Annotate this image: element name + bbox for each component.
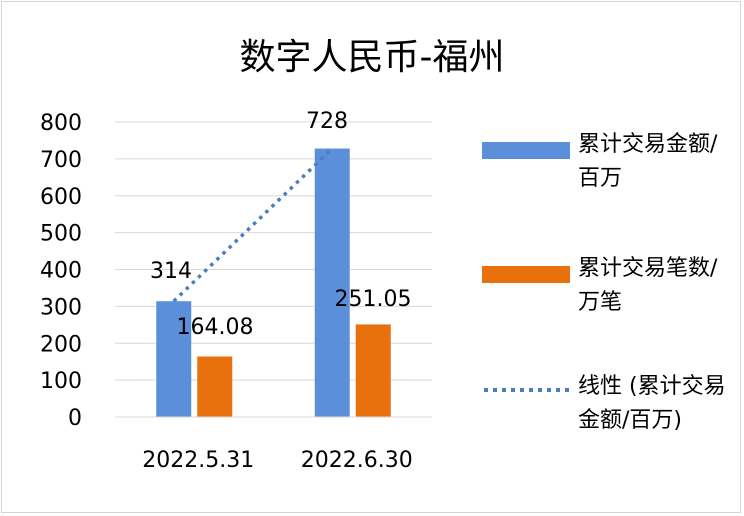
chart-title: 数字人民币-福州 (239, 37, 505, 78)
y-tick-label: 100 (40, 369, 82, 394)
legend-swatch-amount (482, 142, 570, 159)
bar (314, 148, 350, 418)
legend-label-trendline: 线性 (累计交易金额/百万) (578, 374, 726, 433)
legend-label-amount: 累计交易金额/百万 (578, 132, 718, 191)
y-tick-label: 700 (40, 148, 82, 173)
bar (355, 324, 391, 417)
y-tick-label: 600 (40, 185, 82, 210)
legend-swatch-count (482, 266, 570, 283)
legend-swatch-trendline (484, 388, 570, 392)
y-tick-label: 200 (40, 332, 82, 357)
data-label: 164.08 (177, 315, 254, 340)
bar (156, 301, 192, 417)
legend-label-count: 累计交易笔数/万笔 (578, 256, 718, 315)
x-tick-label: 2022.6.30 (301, 448, 413, 473)
data-label: 314 (150, 259, 192, 284)
y-tick-label: 400 (40, 259, 82, 284)
data-label: 728 (306, 109, 348, 134)
x-tick-label: 2022.5.31 (142, 448, 254, 473)
bar (197, 356, 233, 417)
data-label: 251.05 (335, 287, 412, 312)
y-tick-label: 500 (40, 222, 82, 247)
y-tick-label: 300 (40, 295, 82, 320)
y-tick-label: 800 (40, 111, 82, 136)
y-tick-label: 0 (68, 406, 82, 431)
trendline (172, 147, 334, 303)
